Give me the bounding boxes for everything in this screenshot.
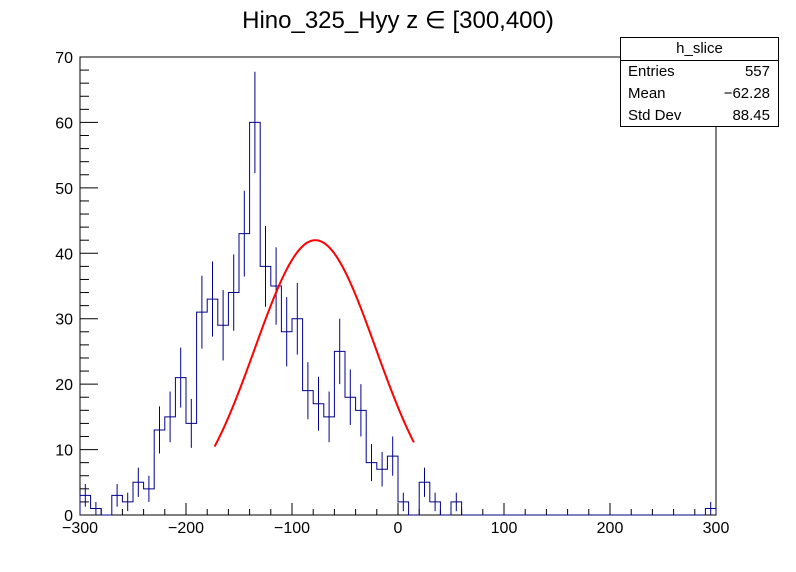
x-tick-label: 300: [703, 520, 730, 537]
axis-tick-labels: −300 −200 −100 0 100 200 300 0 10 20 30 40 50 60 70: [55, 50, 729, 537]
y-tick-label: 70: [55, 50, 73, 67]
stats-box: h_slice Entries 557 Mean −62.28 Std Dev …: [620, 37, 779, 127]
stats-entries-value: 557: [744, 63, 770, 80]
x-tick-label: −100: [274, 520, 310, 537]
stats-mean-label: Mean: [628, 85, 666, 102]
stats-stddev-value: 88.45: [732, 107, 770, 124]
stats-row-mean: Mean −62.28: [621, 83, 778, 105]
histogram-outline: [79, 121, 717, 516]
y-tick-label: 20: [55, 377, 73, 394]
y-tick-label: 50: [55, 181, 73, 198]
x-tick-label: 100: [491, 520, 518, 537]
y-tick-label: 0: [64, 508, 73, 525]
stats-box-title: h_slice: [621, 38, 778, 61]
y-tick-label: 40: [55, 246, 73, 263]
x-tick-label: −200: [168, 520, 204, 537]
y-tick-label: 60: [55, 115, 73, 132]
stats-entries-label: Entries: [628, 63, 675, 80]
x-tick-label: 0: [394, 520, 403, 537]
stats-stddev-label: Std Dev: [628, 107, 682, 124]
x-tick-label: −300: [62, 520, 98, 537]
stats-mean-value: −62.28: [723, 85, 770, 102]
stats-row-stddev: Std Dev 88.45: [621, 105, 778, 127]
stats-row-entries: Entries 557: [621, 61, 778, 83]
chart-title: Hino_325_Hyy z ∈ [300,400): [242, 7, 554, 34]
y-tick-label: 30: [55, 312, 73, 329]
gaussian-fit-line: [213, 239, 415, 447]
histogram-error-bars: [84, 71, 712, 515]
x-tick-label: 200: [597, 520, 624, 537]
y-tick-label: 10: [55, 443, 73, 460]
